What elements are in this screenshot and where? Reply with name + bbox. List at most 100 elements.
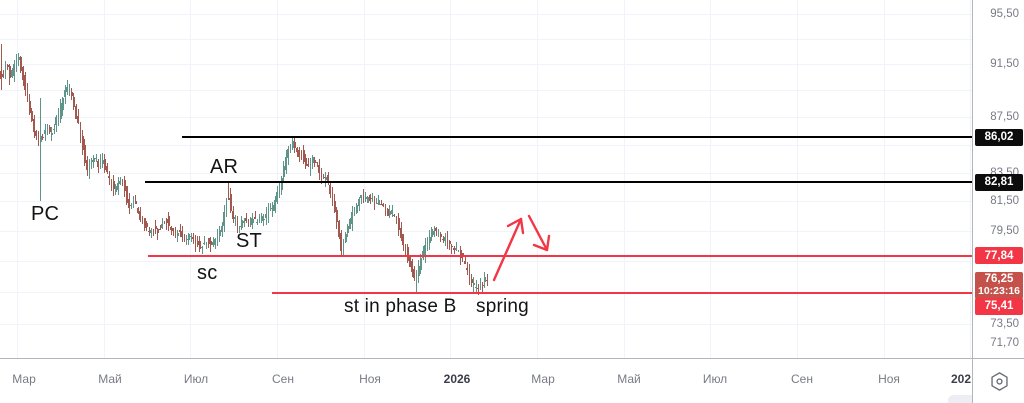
candle-body — [470, 279, 473, 283]
candle-body — [170, 226, 173, 231]
candle-body — [19, 56, 22, 71]
annotation-ar[interactable]: AR — [210, 156, 239, 178]
candle-body — [15, 58, 18, 68]
candle-body — [453, 248, 455, 251]
time-gridline — [537, 0, 538, 358]
candle-body — [426, 240, 429, 250]
candle-body — [221, 225, 223, 232]
candle-body — [344, 234, 347, 242]
candle-wick — [376, 197, 378, 205]
candle-body — [411, 261, 413, 273]
candle-body — [145, 222, 148, 228]
candle-body — [8, 66, 11, 78]
candle-body — [99, 159, 102, 166]
time-axis-label: Июл — [702, 372, 728, 386]
candle-wick — [371, 193, 373, 202]
chip-price: 76,25 — [984, 273, 1014, 285]
price-gridline — [0, 144, 972, 146]
candle-body — [174, 234, 177, 237]
candle-wick — [203, 236, 205, 245]
level-line-86-02[interactable] — [182, 136, 972, 139]
price-gridline — [0, 64, 972, 66]
candle-body — [199, 241, 201, 250]
candle-body — [106, 166, 108, 172]
annotation-phaseb[interactable]: st in phase B — [344, 296, 457, 317]
candle-wick — [40, 98, 42, 202]
candle-body — [466, 267, 469, 271]
candle-body — [342, 242, 345, 246]
candle-body — [218, 229, 221, 237]
candle-body — [223, 211, 226, 226]
candle-body — [90, 160, 93, 163]
candle-body — [274, 199, 276, 211]
annotation-sc[interactable]: sc — [197, 262, 218, 284]
candle-body — [168, 216, 170, 226]
candle-body — [196, 240, 199, 245]
candle-wick — [360, 194, 362, 205]
level-line-75-41[interactable] — [272, 292, 972, 295]
axis-settings-button[interactable] — [972, 358, 1024, 403]
candle-body — [424, 244, 427, 257]
candle-body — [380, 204, 383, 205]
candle-wick — [183, 233, 185, 242]
candle-wick — [475, 280, 477, 292]
level-line-82-81[interactable] — [145, 181, 972, 184]
candle-body — [265, 213, 268, 218]
candle-body — [355, 204, 358, 213]
candle-body — [119, 180, 122, 184]
candle-body — [349, 219, 352, 229]
candle-body — [103, 158, 106, 171]
candle-body — [444, 237, 447, 241]
price-gridline — [0, 172, 972, 174]
candle-wick — [108, 170, 110, 185]
price-chart-pane[interactable]: PC AR ST sc st in phase B spring — [0, 0, 972, 358]
candle-body — [159, 228, 162, 230]
candle-body — [457, 250, 460, 252]
candle-body — [81, 135, 84, 151]
time-gridline — [364, 0, 365, 358]
candle-body — [176, 232, 179, 237]
candle-body — [53, 128, 55, 131]
candle-body — [475, 286, 478, 288]
candle-body — [115, 185, 117, 192]
candle-body — [55, 117, 58, 126]
candle-body — [79, 125, 82, 138]
up-arrow[interactable] — [492, 217, 523, 282]
candle-body — [347, 226, 349, 234]
candle-body — [238, 225, 241, 227]
candle-body — [258, 217, 261, 223]
candle-body — [205, 242, 208, 245]
candle-body — [360, 195, 363, 198]
annotation-spring[interactable]: spring — [476, 296, 529, 317]
candle-body — [48, 127, 51, 133]
time-axis-label: Сен — [272, 372, 294, 386]
candle-body — [389, 211, 391, 215]
annotation-pc[interactable]: PC — [31, 203, 60, 225]
candle-body — [397, 218, 400, 230]
time-axis-label: Май — [617, 372, 641, 386]
candle-wick — [482, 282, 484, 293]
candle-body — [207, 238, 210, 245]
candle-body — [428, 236, 431, 244]
candle-body — [369, 195, 371, 201]
down-arrow[interactable] — [527, 214, 549, 252]
candle-body — [420, 257, 422, 270]
candle-body — [66, 86, 69, 92]
price-axis[interactable]: 95,50 91,50 87,50 83,50 81,50 79,50 73,50 71,70… — [972, 0, 1024, 358]
annotation-st[interactable]: ST — [236, 230, 262, 252]
candle-body — [61, 98, 64, 110]
chip-price: 86,02 — [984, 131, 1014, 144]
candle-wick — [95, 154, 97, 162]
candle-wick — [254, 210, 256, 220]
price-chip-77-84: 77,84 — [975, 247, 1023, 265]
candle-body — [88, 164, 91, 173]
level-line-77-84[interactable] — [148, 254, 972, 257]
candle-body — [450, 246, 453, 248]
candle-body — [285, 156, 287, 170]
candle-body — [437, 232, 440, 235]
candle-body — [110, 179, 113, 187]
candle-body — [117, 182, 120, 191]
time-axis-label: Ноя — [359, 372, 381, 386]
candle-body — [300, 153, 303, 155]
time-axis[interactable]: Мар Май Июл Сен Ноя 2026 Мар Май Июл Сен Ноя 202 — [0, 358, 972, 403]
